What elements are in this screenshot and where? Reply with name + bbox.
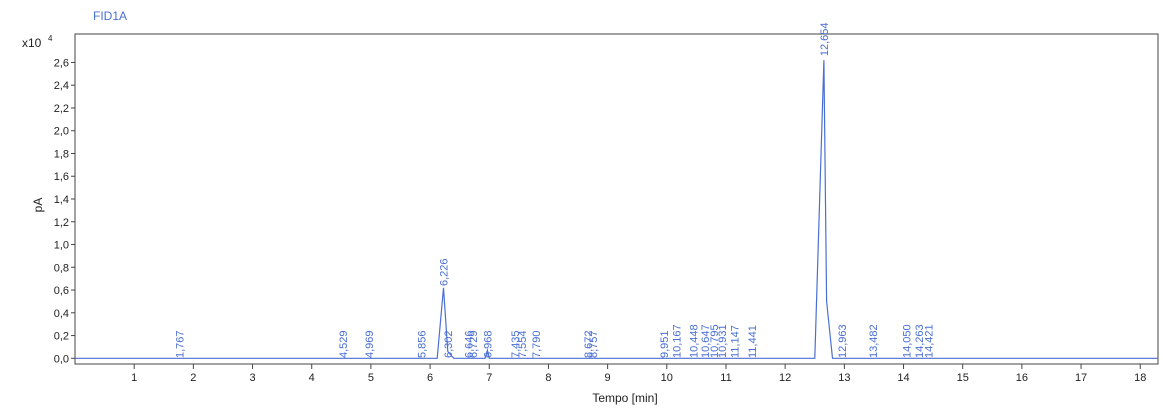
x-tick-label: 8: [545, 372, 551, 384]
y-tick-label: 2,2: [54, 103, 69, 115]
peak-label: 8,672: [583, 330, 595, 358]
y-tick-label: 0,0: [54, 353, 69, 365]
peak-label: 8,757: [588, 330, 600, 358]
x-tick-label: 4: [309, 372, 315, 384]
plot-frame: [74, 33, 1159, 365]
y-exponent-text: 4: [48, 34, 53, 43]
peak-label: 7,435: [510, 330, 522, 358]
y-tick-label: 2,0: [54, 126, 69, 138]
peak-label: 14,421: [923, 324, 935, 358]
x-tick-label: 14: [897, 372, 909, 384]
y-tick-label: 1,0: [54, 240, 69, 252]
peak-label: 4,969: [364, 330, 376, 358]
peak-label: 14,050: [901, 324, 913, 358]
y-tick-label: 0,2: [54, 331, 69, 343]
peak-label: 12,963: [837, 324, 849, 358]
x-axis-label: Tempo [min]: [592, 391, 657, 405]
x-tick-label: 18: [1134, 372, 1146, 384]
y-tick-label: 1,4: [54, 194, 69, 206]
peak-label: 14,263: [914, 324, 926, 358]
peak-label: 9,951: [659, 330, 671, 358]
peak-label: 12,654: [819, 23, 831, 57]
chart-title: FID1A: [93, 9, 127, 23]
peak-label: 1,767: [175, 330, 187, 358]
peak-label: 10,647: [700, 324, 712, 358]
peak-label: 11,441: [747, 325, 759, 358]
y-tick-label: 2,4: [54, 80, 69, 92]
x-tick-label: 1: [131, 372, 137, 384]
peak-label: 10,795: [709, 324, 721, 358]
peak-label: 4,529: [338, 330, 350, 358]
peak-label: 11,147: [730, 325, 742, 358]
y-tick-label: 1,2: [54, 217, 69, 229]
y-tick-label: 2,6: [54, 57, 69, 69]
chromatogram-trace: [75, 60, 1158, 359]
x-tick-label: 17: [1075, 372, 1087, 384]
x-tick-label: 16: [1016, 372, 1028, 384]
y-tick-label: 0,4: [54, 308, 69, 320]
y-tick-label: 0,6: [54, 285, 69, 297]
y-multiplier-text: x10: [22, 36, 42, 50]
x-tick-label: 3: [249, 372, 255, 384]
x-tick-label: 15: [957, 372, 969, 384]
peak-label: 6,968: [482, 330, 494, 358]
x-tick-label: 9: [605, 372, 611, 384]
x-tick-label: 5: [368, 372, 374, 384]
y-axis-multiplier: x10 4: [22, 34, 53, 50]
peak-label: 7,554: [517, 330, 529, 358]
x-axis-ticks: 1 2 3 4 5 6 7 8 9 10 11 12 13 14 15 16 17 18: [131, 364, 1146, 384]
peak-label: 6,646: [463, 330, 475, 358]
x-tick-label: 11: [720, 372, 731, 384]
peak-label: 6,729: [468, 330, 480, 358]
peak-label: 13,482: [868, 324, 880, 358]
x-tick-label: 10: [661, 372, 673, 384]
x-tick-label: 6: [427, 372, 433, 384]
x-tick-label: 7: [486, 372, 492, 384]
y-axis-label: pA: [31, 198, 45, 213]
peak-label: 7,790: [531, 330, 543, 358]
peak-labels: 1,767 4,529 4,969 5,856 6,226 6,302 6,6466,729…: [175, 23, 936, 358]
peak-label: 5,856: [417, 330, 429, 358]
y-tick-label: 0,8: [54, 262, 69, 274]
y-axis-ticks: 0,0 0,2 0,4 0,6 0,8 1,0 1,2 1,4 1,6 1,8 2,0 2,2 2,4 2…: [54, 57, 75, 365]
x-tick-label: 12: [779, 372, 791, 384]
x-tick-label: 2: [190, 372, 196, 384]
peak-label: 10,931: [717, 324, 729, 358]
x-tick-label: 13: [838, 372, 850, 384]
peak-label: 6,226: [438, 259, 450, 287]
y-tick-label: 1,8: [54, 148, 69, 160]
peak-label: 10,167: [672, 324, 684, 358]
peak-label: 10,448: [688, 324, 700, 358]
peak-label: 6,302: [443, 330, 455, 358]
y-tick-label: 1,6: [54, 171, 69, 183]
